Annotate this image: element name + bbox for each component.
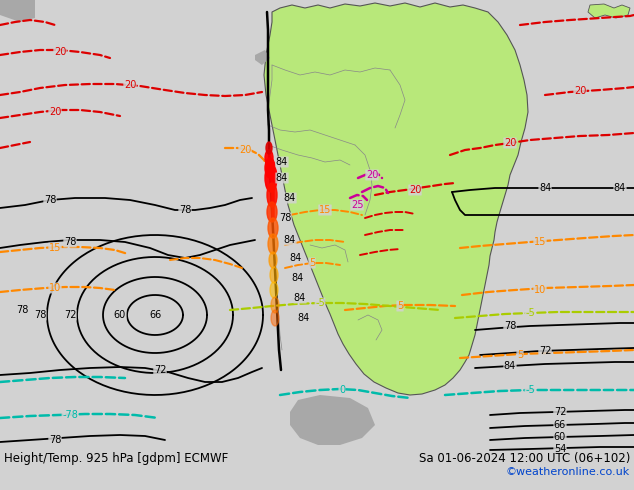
Text: -78: -78 [62, 410, 78, 420]
Ellipse shape [267, 183, 277, 207]
Text: Height/Temp. 925 hPa [gdpm] ECMWF: Height/Temp. 925 hPa [gdpm] ECMWF [4, 451, 228, 465]
Text: 78: 78 [16, 305, 28, 315]
Text: 25: 25 [351, 200, 363, 210]
Polygon shape [255, 50, 270, 65]
Ellipse shape [271, 310, 279, 326]
Text: 15: 15 [534, 237, 546, 247]
Text: 72: 72 [64, 310, 76, 320]
Ellipse shape [271, 297, 279, 313]
Ellipse shape [270, 267, 278, 283]
Text: 20: 20 [54, 47, 66, 57]
Text: 5: 5 [397, 301, 403, 311]
Polygon shape [290, 395, 375, 445]
Text: 78: 78 [44, 195, 56, 205]
Ellipse shape [265, 150, 273, 166]
Ellipse shape [269, 252, 277, 268]
Text: 72: 72 [553, 407, 566, 417]
Text: 54: 54 [554, 444, 566, 454]
Text: 20: 20 [239, 145, 251, 155]
Text: 20: 20 [124, 80, 136, 90]
Polygon shape [0, 0, 35, 22]
Polygon shape [588, 4, 630, 18]
Text: 78: 78 [34, 310, 46, 320]
Text: 72: 72 [539, 346, 551, 356]
Text: 60: 60 [554, 432, 566, 442]
Ellipse shape [270, 282, 278, 298]
Text: 5: 5 [309, 258, 315, 268]
Text: 78: 78 [279, 213, 291, 223]
Text: -5: -5 [525, 385, 535, 395]
Text: 20: 20 [504, 138, 516, 148]
Text: 20: 20 [409, 185, 421, 195]
Ellipse shape [268, 218, 278, 238]
Text: 66: 66 [554, 420, 566, 430]
Ellipse shape [268, 234, 278, 254]
Text: 84: 84 [504, 361, 516, 371]
Text: 20: 20 [49, 107, 61, 117]
Text: 84: 84 [294, 293, 306, 303]
Text: 66: 66 [149, 310, 161, 320]
Polygon shape [264, 3, 528, 395]
Text: Sa 01-06-2024 12:00 UTC (06+102): Sa 01-06-2024 12:00 UTC (06+102) [418, 451, 630, 465]
Text: 84: 84 [289, 253, 301, 263]
Text: 84: 84 [614, 183, 626, 193]
Text: 78: 78 [64, 237, 76, 247]
Text: 60: 60 [114, 310, 126, 320]
Ellipse shape [265, 164, 277, 192]
Text: 72: 72 [154, 365, 166, 375]
Text: 5: 5 [517, 350, 523, 360]
Text: 15: 15 [49, 243, 61, 253]
Text: 20: 20 [366, 170, 378, 180]
Text: ©weatheronline.co.uk: ©weatheronline.co.uk [506, 467, 630, 477]
Text: 84: 84 [297, 313, 309, 323]
Text: 84: 84 [291, 273, 303, 283]
Text: 84: 84 [284, 193, 296, 203]
Text: 0: 0 [339, 385, 345, 395]
Text: 10: 10 [49, 283, 61, 293]
Text: -5: -5 [315, 298, 325, 308]
Text: 84: 84 [276, 157, 288, 167]
Text: 78: 78 [504, 321, 516, 331]
Text: 10: 10 [534, 285, 546, 295]
Ellipse shape [267, 202, 277, 222]
Text: 78: 78 [179, 205, 191, 215]
Text: -5: -5 [525, 308, 535, 318]
Text: 84: 84 [284, 235, 296, 245]
Text: 20: 20 [574, 86, 586, 96]
Text: 15: 15 [319, 205, 331, 215]
Ellipse shape [266, 142, 272, 154]
Text: 84: 84 [276, 173, 288, 183]
Text: 78: 78 [49, 435, 61, 445]
Text: 84: 84 [539, 183, 551, 193]
Ellipse shape [265, 158, 275, 178]
